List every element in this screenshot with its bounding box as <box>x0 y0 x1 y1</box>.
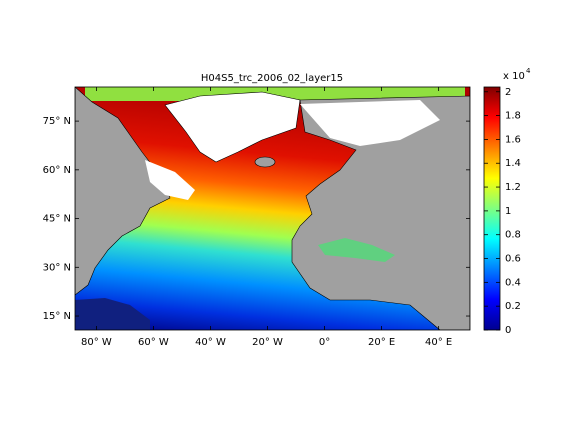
colorbar-tick-label: 0.8 <box>505 230 521 241</box>
colorbar-multiplier: x 10 <box>503 71 525 82</box>
colorbar-tick-label: 1 <box>505 206 511 217</box>
colorbar-tick-label: 0.2 <box>505 301 521 312</box>
x-tick-label: 40° W <box>195 337 226 348</box>
iceland <box>254 156 276 168</box>
colorbar-tick-label: 1.8 <box>505 111 521 122</box>
colorbar-tick-label: 1.4 <box>505 158 521 169</box>
greenland <box>164 91 301 163</box>
labrador-nodata <box>145 160 195 200</box>
x-tick-label: 20° W <box>252 337 283 348</box>
x-tick-label: 0° <box>319 337 330 348</box>
colorbar-tick-label: 0.4 <box>505 277 521 288</box>
y-tick-label: 30° N <box>43 262 71 273</box>
y-tick-label: 45° N <box>43 214 71 225</box>
x-tick-label: 80° W <box>81 337 112 348</box>
colorbar-tick-label: 2 <box>505 87 511 98</box>
y-tick-label: 60° N <box>43 165 71 176</box>
mediterranean <box>318 238 395 262</box>
map-title: H04S5_trc_2006_02_layer15 <box>201 73 343 84</box>
x-tick-label: 20° E <box>368 337 395 348</box>
barents-nodata <box>300 100 440 146</box>
y-tick-label: 15° N <box>43 311 71 322</box>
colorbar-tick-label: 1.6 <box>505 134 521 145</box>
x-tick-label: 40° E <box>425 337 452 348</box>
map-field <box>75 87 470 330</box>
y-tick-label: 75° N <box>43 116 71 127</box>
colorbar-tick-label: 1.2 <box>505 182 521 193</box>
arctic-band <box>85 87 465 101</box>
caribbean <box>75 298 150 330</box>
map-frame <box>74 86 471 331</box>
x-tick-label: 60° W <box>138 337 169 348</box>
north-america <box>75 87 171 296</box>
colorbar-tick-label: 0 <box>505 325 511 336</box>
colorbar-tick-label: 0.6 <box>505 254 521 265</box>
colorbar-exponent: 4 <box>526 67 531 75</box>
europe-africa <box>291 95 470 330</box>
colorbar <box>483 86 501 331</box>
